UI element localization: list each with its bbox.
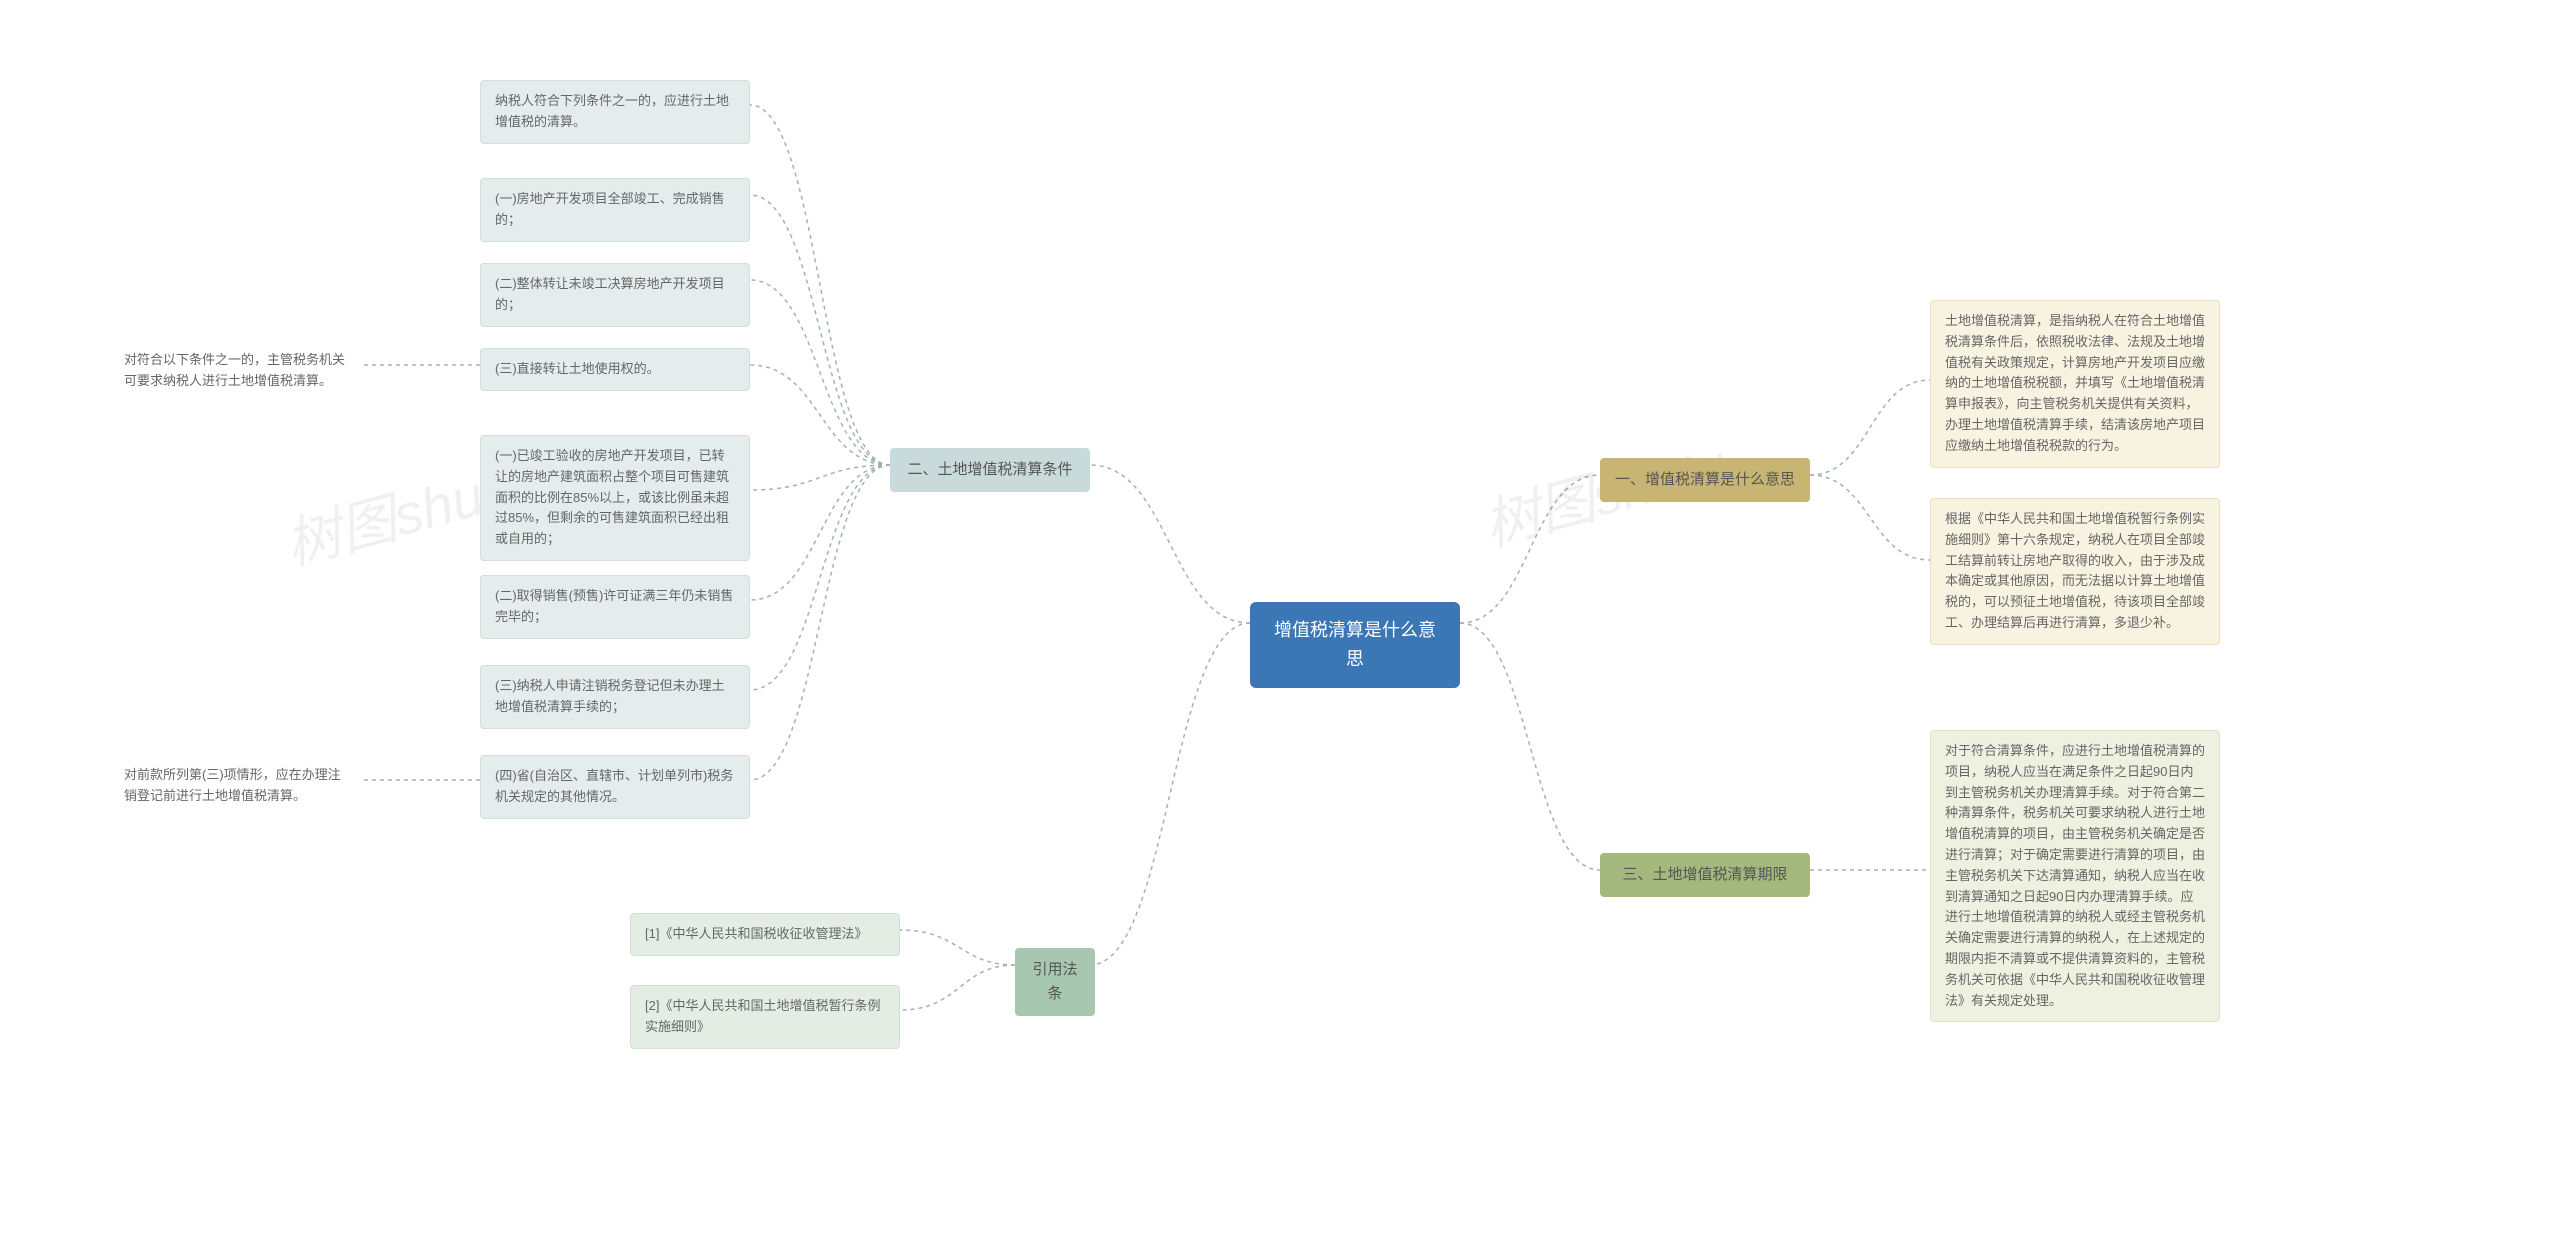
leaf-l1-1: (一)房地产开发项目全部竣工、完成销售的；	[480, 178, 750, 242]
leaf-l1-sub-1: 对前款所列第(三)项情形，应在办理注销登记前进行土地增值税清算。	[110, 755, 360, 817]
branch-l1: 二、土地增值税清算条件	[890, 448, 1090, 492]
center-node: 增值税清算是什么意思	[1250, 602, 1460, 688]
leaf-r2-0: 对于符合清算条件，应进行土地增值税清算的项目，纳税人应当在满足条件之日起90日内…	[1930, 730, 2220, 1022]
leaf-l2-1: [2]《中华人民共和国土地增值税暂行条例实施细则》	[630, 985, 900, 1049]
branch-l2: 引用法条	[1015, 948, 1095, 1016]
leaf-l1-6: (三)纳税人申请注销税务登记但未办理土地增值税清算手续的；	[480, 665, 750, 729]
leaf-l1-sub-0: 对符合以下条件之一的，主管税务机关可要求纳税人进行土地增值税清算。	[110, 340, 360, 402]
leaf-l1-3: (三)直接转让土地使用权的。	[480, 348, 750, 391]
leaf-r1-0: 土地增值税清算，是指纳税人在符合土地增值税清算条件后，依照税收法律、法规及土地增…	[1930, 300, 2220, 468]
branch-r1: 一、增值税清算是什么意思	[1600, 458, 1810, 502]
branch-r2: 三、土地增值税清算期限	[1600, 853, 1810, 897]
leaf-l1-0: 纳税人符合下列条件之一的，应进行土地增值税的清算。	[480, 80, 750, 144]
leaf-l2-0: [1]《中华人民共和国税收征收管理法》	[630, 913, 900, 956]
leaf-l1-4: (一)已竣工验收的房地产开发项目，已转让的房地产建筑面积占整个项目可售建筑面积的…	[480, 435, 750, 561]
leaf-l1-2: (二)整体转让未竣工决算房地产开发项目的；	[480, 263, 750, 327]
leaf-l1-5: (二)取得销售(预售)许可证满三年仍未销售完毕的；	[480, 575, 750, 639]
leaf-r1-1: 根据《中华人民共和国土地增值税暂行条例实施细则》第十六条规定，纳税人在项目全部竣…	[1930, 498, 2220, 645]
leaf-l1-7: (四)省(自治区、直辖市、计划单列市)税务机关规定的其他情况。	[480, 755, 750, 819]
